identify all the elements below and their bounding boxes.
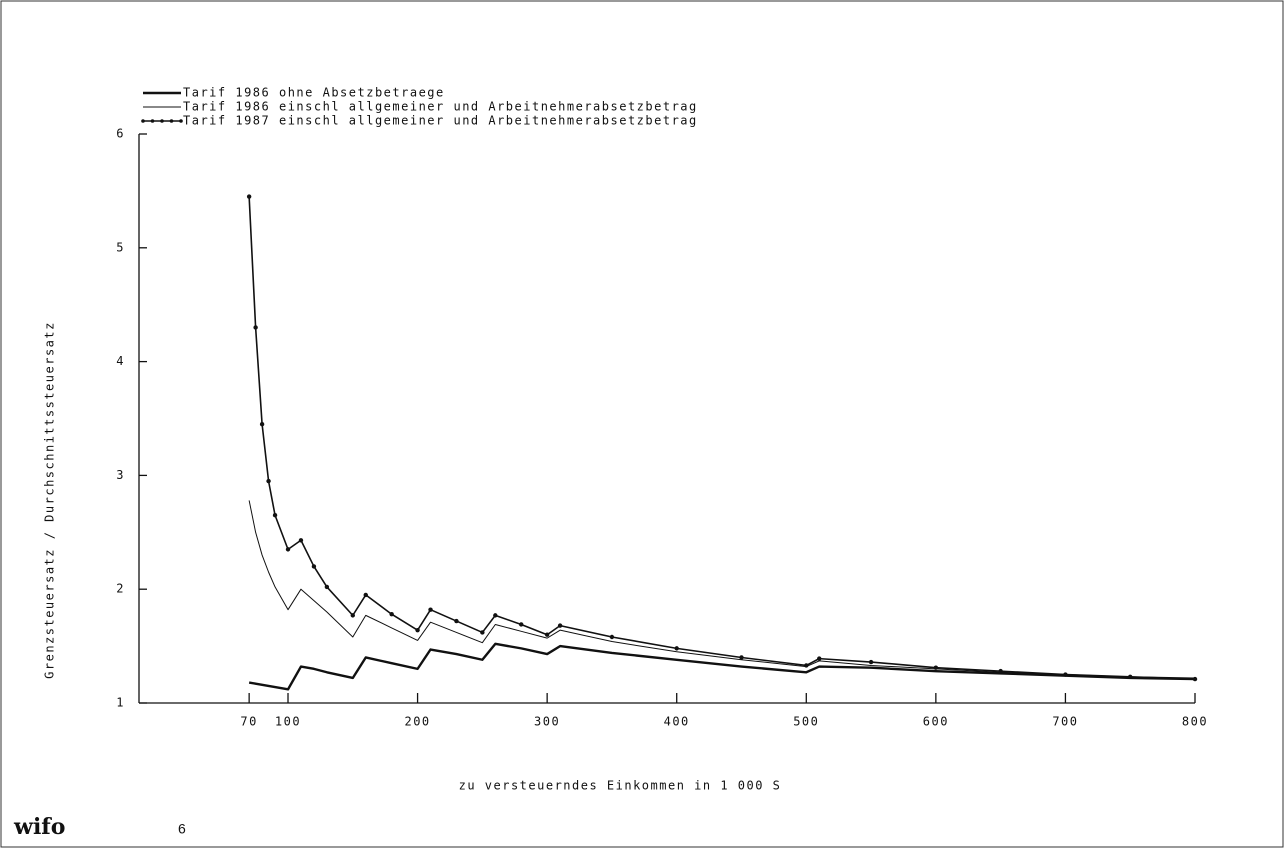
point [804, 663, 809, 668]
x-tick-label: 200 [404, 715, 430, 729]
x-tick-label: 600 [923, 715, 949, 729]
x-axis-title: zu versteuerndes Einkommen in 1 000 S [459, 779, 782, 793]
point [363, 592, 368, 598]
point [272, 513, 278, 518]
x-tick-label: 700 [1052, 715, 1078, 729]
point [998, 668, 1003, 674]
point [557, 623, 563, 628]
point [415, 627, 420, 633]
x-tick-label: 800 [1182, 715, 1208, 729]
point [868, 659, 874, 665]
series-line [248, 500, 1196, 679]
point [674, 646, 679, 651]
point [817, 656, 822, 661]
point [285, 547, 291, 552]
point [739, 655, 744, 660]
logo: wifo [13, 814, 65, 840]
page-number: 6 [178, 821, 187, 837]
y-tick-label: 3 [116, 468, 125, 482]
legend-label: Tarif 1986 ohne Absetzbetraege [183, 86, 445, 100]
point [609, 634, 615, 640]
point [1128, 674, 1133, 680]
point [266, 478, 271, 484]
y-tick-label: 2 [116, 582, 125, 596]
legend-marker [169, 119, 174, 123]
point [428, 607, 433, 612]
point [246, 194, 252, 199]
point [519, 622, 524, 627]
x-tick-label: 400 [664, 715, 690, 729]
point [1063, 672, 1068, 677]
point [259, 421, 265, 427]
legend-marker [179, 119, 183, 123]
y-tick-label: 4 [116, 354, 125, 368]
x-tick-label: 100 [275, 715, 301, 729]
point [480, 630, 485, 635]
y-axis-title: Grenzsteuersatz / Durchschnittssteuersat… [43, 321, 57, 679]
x-tick-label: 300 [534, 715, 560, 729]
point [350, 613, 355, 618]
series-line [248, 642, 1196, 691]
point [253, 325, 258, 330]
point [544, 632, 550, 637]
point [1192, 676, 1198, 682]
point [389, 612, 394, 617]
point [454, 618, 459, 624]
point [493, 613, 498, 618]
series-line [248, 196, 1196, 680]
y-tick-label: 1 [116, 696, 125, 710]
legend-label: Tarif 1986 einschl allgemeiner und Arbei… [183, 100, 698, 114]
y-tick-label: 5 [116, 240, 125, 254]
x-tick-label: 70 [240, 715, 257, 729]
point [298, 538, 304, 543]
point [311, 564, 317, 569]
legend-marker [150, 119, 155, 123]
legend-marker [141, 119, 145, 123]
point [324, 584, 330, 590]
y-tick-label: 6 [116, 127, 125, 141]
point [933, 665, 939, 670]
x-tick-label: 500 [793, 715, 819, 729]
legend-label: Tarif 1987 einschl allgemeiner und Arbei… [183, 114, 698, 128]
legend-marker [160, 119, 164, 123]
